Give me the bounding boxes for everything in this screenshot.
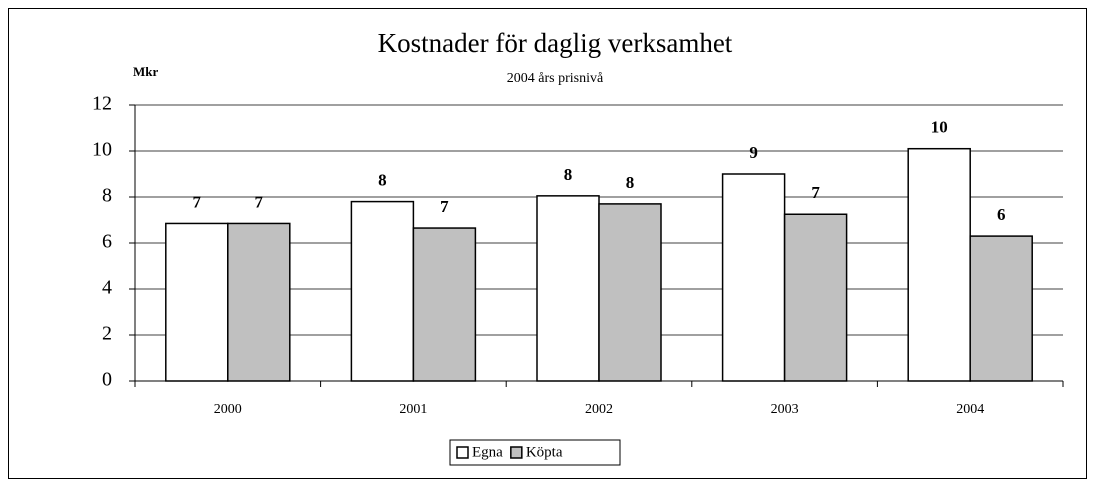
data-label: 7 (193, 192, 202, 211)
legend-swatch (456, 446, 469, 459)
bar (165, 222, 229, 382)
chart-title: Kostnader för daglig verksamhet (378, 28, 733, 58)
data-label: 7 (440, 197, 449, 216)
legend-swatch (510, 446, 523, 459)
y-tick-label: 0 (102, 369, 112, 391)
data-label: 7 (255, 192, 264, 211)
y-axis-label: Mkr (133, 64, 159, 79)
bar (350, 200, 415, 382)
bar (536, 195, 600, 382)
bar (598, 203, 662, 382)
data-label: 10 (931, 118, 948, 137)
y-tick-label: 10 (92, 139, 112, 161)
y-tick-label: 2 (102, 323, 112, 345)
bar (969, 235, 1033, 382)
bar (907, 147, 971, 382)
x-tick-label: 2003 (771, 402, 799, 417)
x-tick-label: 2000 (214, 402, 242, 417)
bar (783, 213, 848, 382)
data-label: 8 (378, 171, 387, 190)
y-tick-label: 8 (102, 185, 112, 207)
data-label: 8 (564, 165, 573, 184)
bar (412, 227, 477, 382)
bar (721, 173, 786, 382)
y-tick-label: 6 (102, 231, 112, 253)
y-tick-label: 12 (92, 93, 112, 115)
x-tick-label: 2001 (399, 402, 427, 417)
legend-box (449, 439, 621, 466)
y-tick-label: 4 (102, 277, 112, 299)
data-label: 6 (997, 205, 1006, 224)
data-label: 8 (626, 173, 635, 192)
data-label: 7 (811, 183, 820, 202)
bar (227, 222, 291, 382)
data-label: 9 (749, 143, 758, 162)
chart-subtitle: 2004 års prisnivå (507, 71, 604, 86)
x-tick-label: 2002 (585, 402, 613, 417)
legend-label: Köpta (526, 444, 563, 460)
legend-label: Egna (472, 444, 503, 460)
x-tick-label: 2004 (956, 402, 984, 417)
